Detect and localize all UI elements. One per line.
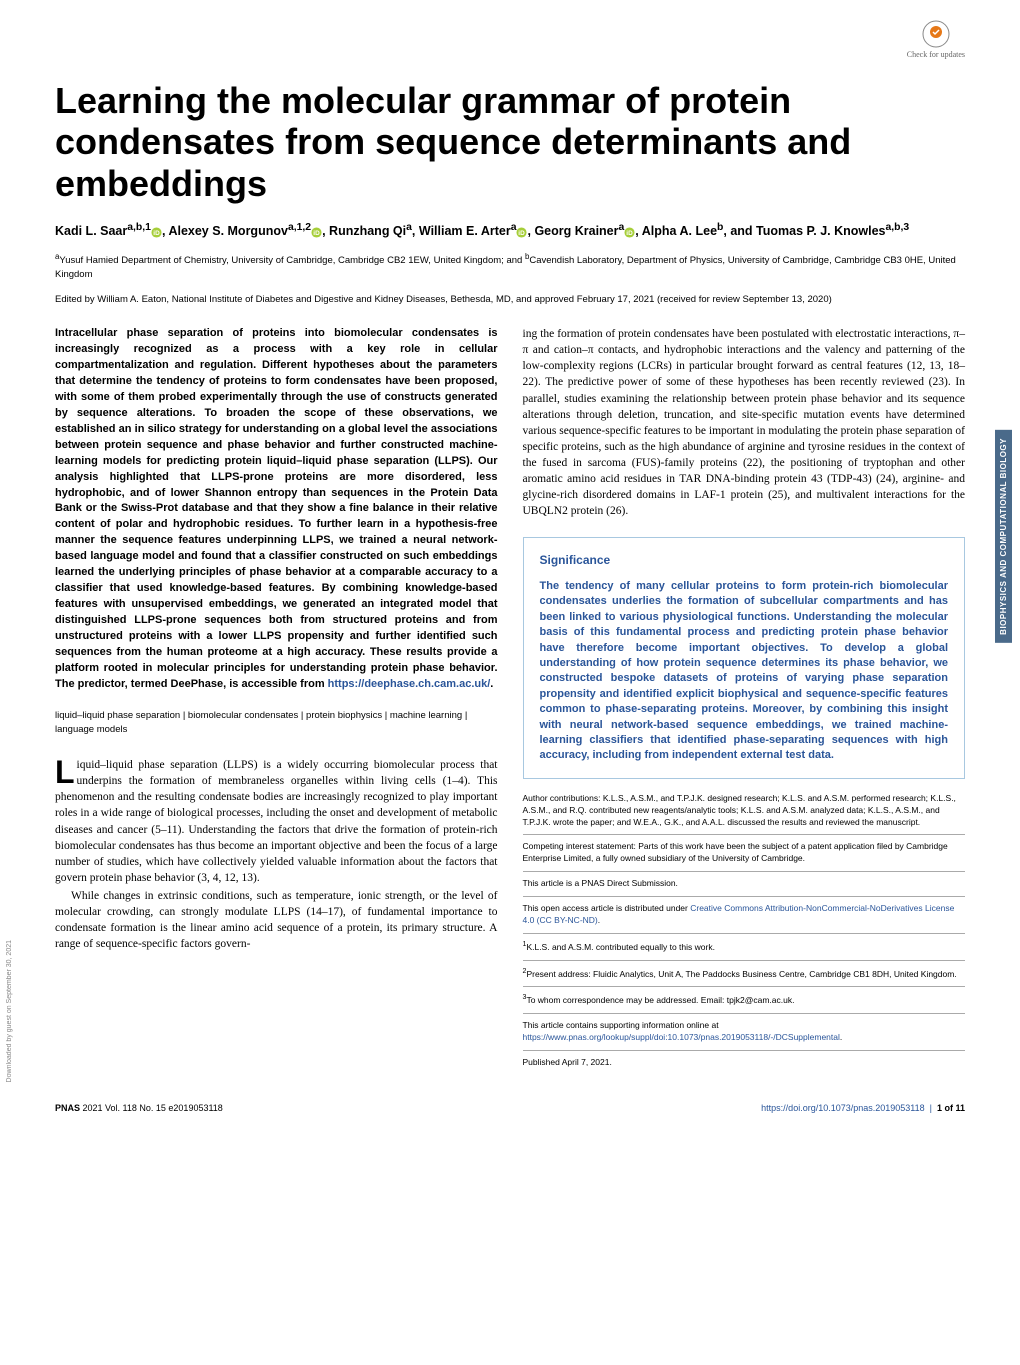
edited-by: Edited by William A. Eaton, National Ins… xyxy=(55,293,965,306)
note-3: 3To whom correspondence may be addressed… xyxy=(523,986,966,1007)
check-updates-icon xyxy=(922,20,950,48)
keywords: liquid–liquid phase separation | biomole… xyxy=(55,709,498,738)
page-footer: PNAS 2021 Vol. 118 No. 15 e2019053118 ht… xyxy=(55,1103,965,1113)
significance-box: Significance The tendency of many cellul… xyxy=(523,537,966,778)
body-text: Liquid–liquid phase separation (LLPS) is… xyxy=(55,757,498,952)
right-para-1: ing the formation of protein condensates… xyxy=(523,326,966,519)
note-1: 1K.L.S. and A.S.M. contributed equally t… xyxy=(523,933,966,954)
deephase-link[interactable]: https://deephase.ch.cam.ac.uk/ xyxy=(328,678,491,690)
footer-left: PNAS 2021 Vol. 118 No. 15 e2019053118 xyxy=(55,1103,223,1113)
author: Runzhang Qia xyxy=(329,224,412,238)
author: Alpha A. Leeb xyxy=(642,224,724,238)
download-label: Downloaded by guest on September 30, 202… xyxy=(6,940,13,1082)
author: Tuomas P. J. Knowlesa,b,3 xyxy=(756,224,909,238)
published-date: Published April 7, 2021. xyxy=(523,1050,966,1069)
author: Alexey S. Morgunova,1,2 xyxy=(168,224,311,238)
meta-section: Author contributions: K.L.S., A.S.M., an… xyxy=(523,793,966,1069)
authors-list: Kadi L. Saara,b,1iD, Alexey S. Morgunova… xyxy=(55,220,965,241)
author: William E. Artera xyxy=(419,224,517,238)
orcid-icon[interactable]: iD xyxy=(624,227,635,238)
orcid-icon[interactable]: iD xyxy=(151,227,162,238)
body-para-1: iquid–liquid phase separation (LLPS) is … xyxy=(55,759,498,884)
category-side-label: BIOPHYSICS AND COMPUTATIONAL BIOLOGY xyxy=(995,430,1012,643)
significance-title: Significance xyxy=(540,552,949,569)
svg-text:iD: iD xyxy=(627,229,634,236)
footer-right: https://doi.org/10.1073/pnas.2019053118 … xyxy=(761,1103,965,1113)
significance-text: The tendency of many cellular proteins t… xyxy=(540,579,949,764)
supporting-info: This article contains supporting informa… xyxy=(523,1013,966,1044)
competing-interest: Competing interest statement: Parts of t… xyxy=(523,834,966,865)
affiliations: aYusuf Hamied Department of Chemistry, U… xyxy=(55,251,965,281)
svg-text:iD: iD xyxy=(153,229,160,236)
author-contributions: Author contributions: K.L.S., A.S.M., an… xyxy=(523,793,966,829)
svg-text:iD: iD xyxy=(519,229,526,236)
abstract-text: Intracellular phase separation of protei… xyxy=(55,327,498,690)
left-column: Intracellular phase separation of protei… xyxy=(55,326,498,1075)
author: Kadi L. Saara,b,1 xyxy=(55,224,151,238)
right-column: ing the formation of protein condensates… xyxy=(523,326,966,1075)
direct-submission: This article is a PNAS Direct Submission… xyxy=(523,871,966,890)
supp-link[interactable]: https://www.pnas.org/lookup/suppl/doi:10… xyxy=(523,1032,840,1042)
right-body-text: ing the formation of protein condensates… xyxy=(523,326,966,519)
check-updates-badge[interactable]: Check for updates xyxy=(907,20,965,59)
dropcap: L xyxy=(55,759,75,786)
license: This open access article is distributed … xyxy=(523,896,966,927)
note-2: 2Present address: Fluidic Analytics, Uni… xyxy=(523,960,966,981)
check-updates-label: Check for updates xyxy=(907,50,965,59)
article-title: Learning the molecular grammar of protei… xyxy=(55,80,965,204)
body-para-2: While changes in extrinsic conditions, s… xyxy=(55,888,498,952)
svg-text:iD: iD xyxy=(313,229,320,236)
orcid-icon[interactable]: iD xyxy=(311,227,322,238)
abstract: Intracellular phase separation of protei… xyxy=(55,326,498,693)
orcid-icon[interactable]: iD xyxy=(516,227,527,238)
author: Georg Krainera xyxy=(534,224,624,238)
